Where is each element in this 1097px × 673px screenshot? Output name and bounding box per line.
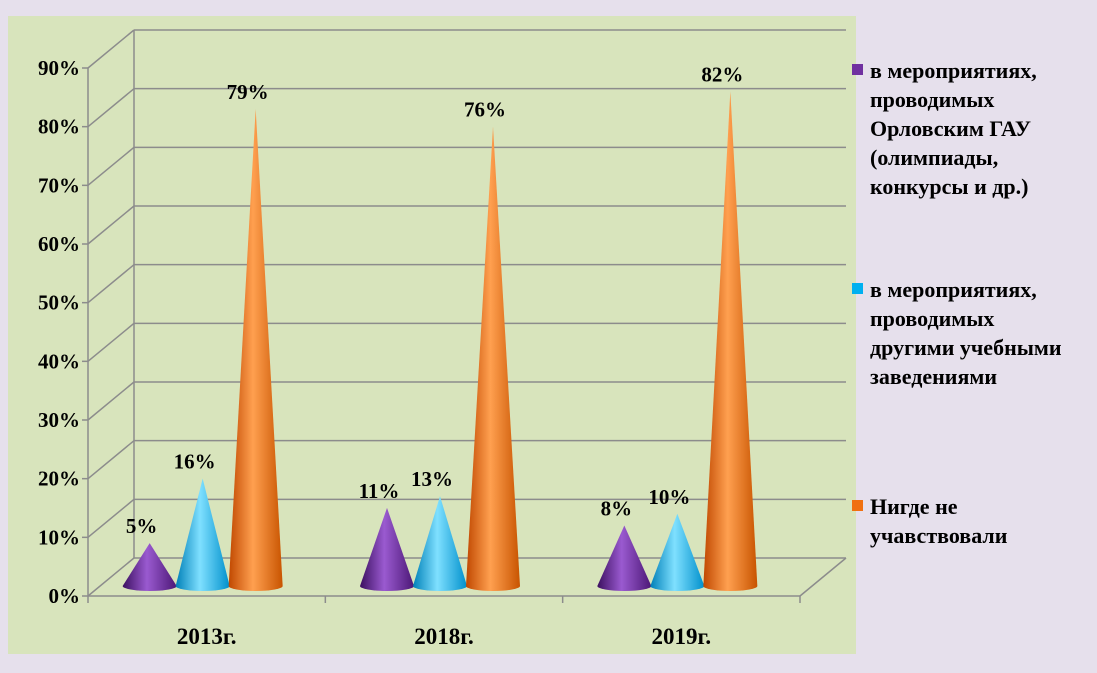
y-tick-label: 80%	[38, 115, 80, 139]
legend-label: в мероприятиях, проводимых другими учебн…	[870, 277, 1062, 389]
cone-bar	[650, 513, 705, 591]
y-tick-label: 10%	[38, 525, 80, 549]
chart-area: 0% 10% 20% 30% 40% 50% 60% 70% 80% 90% 5% 11% 8% 16%…	[8, 16, 856, 654]
data-label: 13%	[411, 467, 453, 491]
x-tick-label: 2018г.	[414, 624, 474, 649]
legend-swatch-purple	[852, 64, 863, 75]
cone-bar	[466, 126, 520, 591]
gridline-diagonal	[87, 146, 135, 186]
gridline-diagonal	[87, 205, 135, 245]
cone-bar	[360, 507, 414, 591]
floor-edge	[799, 557, 847, 597]
y-tick-label: 50%	[38, 291, 80, 315]
cone-bar	[413, 496, 467, 591]
cone-bar	[122, 543, 177, 591]
data-label: 11%	[359, 479, 400, 503]
data-label: 79%	[227, 80, 269, 104]
gridline-diagonal	[87, 264, 135, 304]
gridline-diagonal	[87, 440, 135, 480]
legend-label: Нигде не учавствовали	[870, 494, 1008, 548]
legend-item-series-2: в мероприятиях, проводимых другими учебн…	[852, 275, 1092, 391]
gridline-diagonal	[87, 498, 135, 538]
data-label: 82%	[701, 62, 743, 86]
y-tick-label: 20%	[38, 467, 80, 491]
data-label: 16%	[174, 450, 216, 474]
gridline-diagonal	[87, 29, 135, 69]
y-tick-label: 0%	[49, 584, 81, 608]
legend-item-series-3: Нигде не учавствовали	[852, 492, 1092, 550]
y-tick-label: 40%	[38, 349, 80, 373]
legend-label: в мероприятиях, проводимых Орловским ГАУ…	[870, 58, 1037, 199]
data-label: 10%	[648, 485, 690, 509]
cone-bar	[703, 91, 758, 591]
y-tick-label: 60%	[38, 232, 80, 256]
gridline-diagonal	[87, 557, 135, 597]
x-tick-label: 2019г.	[652, 624, 712, 649]
y-axis-ticks: 0% 10% 20% 30% 40% 50% 60% 70% 80% 90%	[38, 56, 80, 608]
x-tick-label: 2013г.	[177, 624, 237, 649]
data-labels: 5% 11% 8% 16% 13% 10% 79% 76% 82%	[126, 62, 743, 538]
gridline-diagonal	[87, 381, 135, 421]
data-label: 76%	[464, 98, 506, 122]
legend-swatch-cyan	[852, 283, 863, 294]
x-axis-ticks: 2013г. 2018г. 2019г.	[87, 596, 801, 649]
legend-swatch-orange	[852, 500, 863, 511]
cones	[122, 91, 758, 591]
y-tick-label: 70%	[38, 173, 80, 197]
cone-chart: 0% 10% 20% 30% 40% 50% 60% 70% 80% 90% 5% 11% 8% 16%…	[38, 29, 847, 649]
gridline-diagonal	[87, 322, 135, 362]
cone-bar	[597, 525, 652, 591]
cone-bar	[228, 108, 283, 591]
data-label: 5%	[126, 514, 158, 538]
y-tick-label: 30%	[38, 408, 80, 432]
legend-item-series-1: в мероприятиях, проводимых Орловским ГАУ…	[852, 56, 1092, 201]
gridline-diagonal	[87, 88, 135, 128]
data-label: 8%	[601, 497, 633, 521]
cone-bar	[175, 478, 230, 591]
y-tick-label: 90%	[38, 56, 80, 80]
